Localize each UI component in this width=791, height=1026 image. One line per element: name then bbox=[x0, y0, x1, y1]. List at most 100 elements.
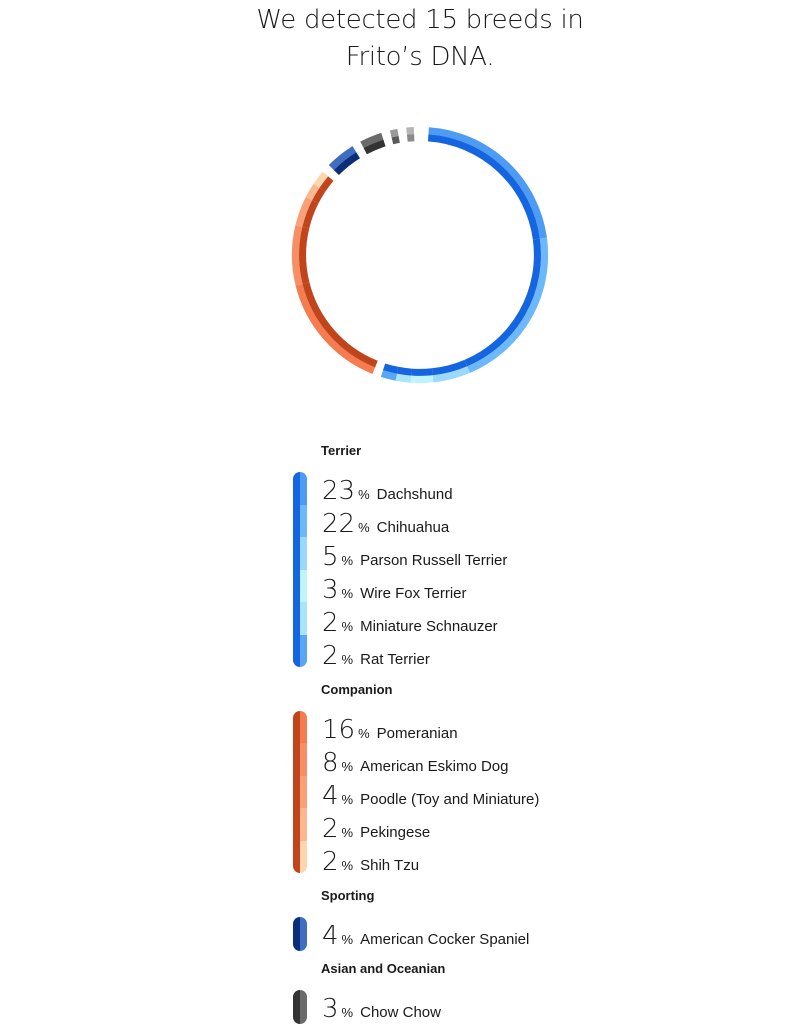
breed-percent: 4 bbox=[322, 781, 339, 811]
breed-name: American Eskimo Dog bbox=[360, 758, 509, 775]
group-heading: Companion bbox=[321, 682, 393, 697]
legend-group: Terrier 23% Dachshund 22% Chihuahua 5% Parson … bbox=[293, 441, 507, 673]
bar-segment bbox=[300, 917, 307, 951]
percent-sign: % bbox=[358, 487, 370, 502]
breed-percent: 2 bbox=[322, 847, 339, 877]
breed-name: American Cocker Spaniel bbox=[360, 931, 530, 948]
donut-segment-poodle-toy-and-miniature--inner bbox=[302, 200, 319, 229]
breed-row: 2% Miniature Schnauzer bbox=[322, 607, 507, 640]
donut-segment-other-1-inner bbox=[391, 135, 400, 145]
breed-row: 16% Pomeranian bbox=[322, 714, 539, 747]
breed-percent: 2 bbox=[322, 814, 339, 844]
breed-percent: 22 bbox=[322, 509, 356, 539]
breed-name: Chihuahua bbox=[376, 519, 450, 536]
percent-sign: % bbox=[341, 825, 354, 840]
title-line-1: We detected 15 breeds in bbox=[256, 5, 584, 35]
breed-percent: 2 bbox=[322, 608, 339, 638]
breed-name: Chow Chow bbox=[360, 1004, 441, 1021]
breed-percent: 5 bbox=[322, 542, 339, 572]
donut-segment-other-2-outer bbox=[406, 127, 415, 135]
percent-sign: % bbox=[341, 759, 354, 774]
donut-segment-american-cocker-spaniel-inner bbox=[333, 152, 361, 176]
group-heading: Terrier bbox=[321, 443, 362, 458]
breed-name: Dachshund bbox=[376, 486, 453, 503]
donut-segment-pekingese-inner bbox=[312, 187, 326, 204]
legend-group: Sporting 4% American Cocker Spaniel bbox=[293, 886, 529, 953]
percent-sign: % bbox=[341, 792, 354, 807]
group-color-bar bbox=[293, 990, 307, 1024]
percent-sign: % bbox=[341, 586, 354, 601]
bar-segment bbox=[300, 775, 307, 809]
breed-percent: 3 bbox=[322, 575, 339, 605]
percent-sign: % bbox=[341, 652, 354, 667]
donut-segment-shih-tzu-outer bbox=[313, 171, 329, 188]
group-color-bar bbox=[293, 472, 307, 667]
bar-segment bbox=[300, 602, 307, 635]
breed-row: 3% Chow Chow bbox=[322, 993, 445, 1026]
donut-segment-rat-terrier-outer bbox=[380, 370, 397, 381]
donut-segment-chow-chow-outer bbox=[360, 132, 384, 149]
breed-row: 4% American Cocker Spaniel bbox=[322, 920, 529, 953]
percent-sign: % bbox=[341, 858, 354, 873]
breed-name: Pomeranian bbox=[376, 725, 458, 742]
legend-group: Asian and Oceanian 3% Chow Chow bbox=[293, 959, 445, 1026]
percent-sign: % bbox=[358, 726, 370, 741]
percent-sign: % bbox=[358, 520, 370, 535]
breed-percent: 3 bbox=[322, 994, 339, 1024]
breed-name: Miniature Schnauzer bbox=[360, 618, 498, 635]
breed-percent: 23 bbox=[322, 476, 356, 506]
bar-segment bbox=[300, 537, 307, 570]
donut-segment-parson-russell-terrier-outer bbox=[432, 366, 471, 383]
group-heading: Asian and Oceanian bbox=[321, 961, 446, 976]
donut-segment-chihuahua-inner bbox=[464, 238, 542, 367]
page-title: We detected 15 breeds in Frito’s DNA. bbox=[220, 2, 620, 76]
title-line-2: Frito’s DNA. bbox=[345, 42, 495, 72]
breed-donut-chart bbox=[291, 127, 549, 384]
breed-percent: 8 bbox=[322, 748, 339, 778]
bar-segment bbox=[300, 990, 307, 1024]
breed-name: Parson Russell Terrier bbox=[360, 552, 508, 569]
breed-row: 2% Pekingese bbox=[322, 813, 539, 846]
donut-segment-pekingese-outer bbox=[305, 183, 320, 201]
bar-segment bbox=[300, 711, 307, 744]
bar-segment bbox=[300, 569, 307, 602]
donut-segment-pomeranian-inner bbox=[302, 282, 378, 368]
donut-segment-wire-fox-terrier-inner bbox=[411, 368, 433, 377]
donut-segment-chihuahua-outer bbox=[467, 237, 549, 373]
breed-row: 4% Poodle (Toy and Miniature) bbox=[322, 780, 539, 813]
donut-segment-american-eskimo-dog-inner bbox=[298, 226, 310, 284]
donut-segment-shih-tzu-inner bbox=[319, 176, 334, 192]
percent-sign: % bbox=[341, 553, 354, 568]
donut-segment-other-2-inner bbox=[406, 134, 415, 142]
breed-row: 22% Chihuahua bbox=[322, 508, 507, 541]
group-heading: Sporting bbox=[321, 888, 375, 903]
donut-segment-dachshund-outer bbox=[428, 127, 547, 239]
group-color-bar bbox=[293, 711, 307, 873]
bar-segment bbox=[300, 808, 307, 841]
group-color-bar bbox=[293, 917, 307, 951]
breed-name: Poodle (Toy and Miniature) bbox=[360, 791, 540, 808]
donut-segment-parson-russell-terrier-inner bbox=[431, 359, 468, 376]
donut-segment-miniature-schnauzer-outer bbox=[395, 373, 412, 383]
donut-segment-poodle-toy-and-miniature--outer bbox=[295, 196, 313, 228]
breed-row: 2% Shih Tzu bbox=[322, 846, 539, 879]
percent-sign: % bbox=[341, 1005, 354, 1020]
breed-name: Wire Fox Terrier bbox=[360, 585, 467, 602]
donut-segment-rat-terrier-inner bbox=[382, 363, 399, 374]
breed-percent: 2 bbox=[322, 641, 339, 671]
percent-sign: % bbox=[341, 619, 354, 634]
donut-segment-wire-fox-terrier-outer bbox=[410, 375, 434, 384]
breed-name: Rat Terrier bbox=[360, 651, 430, 668]
bar-segment bbox=[300, 840, 307, 873]
breed-row: 3% Wire Fox Terrier bbox=[322, 574, 507, 607]
breed-row: 8% American Eskimo Dog bbox=[322, 747, 539, 780]
donut-segment-dachshund-inner bbox=[427, 134, 540, 240]
breed-row: 2% Rat Terrier bbox=[322, 640, 507, 673]
percent-sign: % bbox=[341, 932, 354, 947]
bar-segment bbox=[300, 743, 307, 776]
breed-row: 5% Parson Russell Terrier bbox=[322, 541, 507, 574]
donut-segment-pomeranian-outer bbox=[295, 283, 376, 374]
bar-segment bbox=[300, 472, 307, 505]
breed-name: Pekingese bbox=[360, 824, 431, 841]
breed-percent: 4 bbox=[322, 921, 339, 951]
